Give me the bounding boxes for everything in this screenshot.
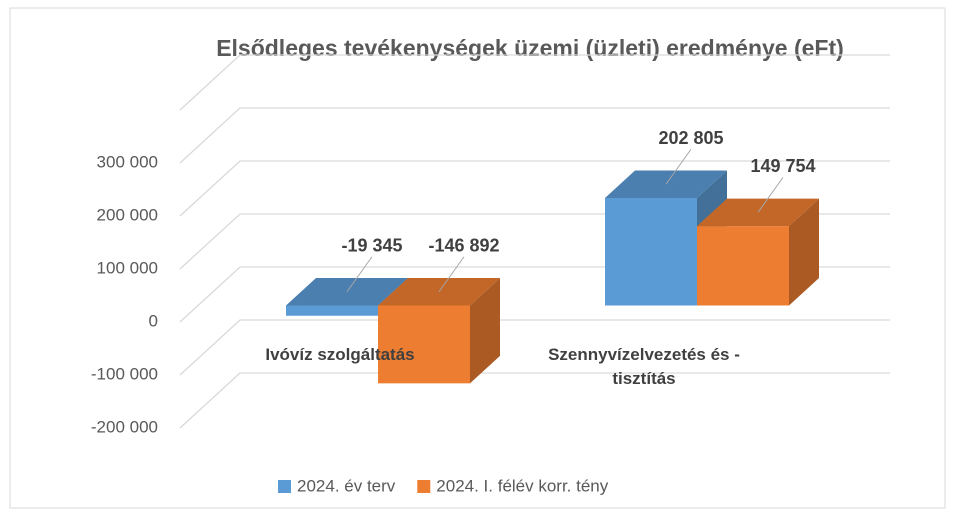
bar-side <box>789 198 819 306</box>
leader-line <box>665 148 692 185</box>
category-label: Szennyvízelvezetés és -tisztítás <box>548 345 740 388</box>
y-tick-label: 200 000 <box>97 205 158 224</box>
grid-line <box>179 372 890 429</box>
bar-side <box>470 278 500 384</box>
legend-label: 2024. I. félév korr. tény <box>436 476 608 495</box>
bar <box>605 198 697 306</box>
bar <box>286 305 378 316</box>
leader-line <box>438 256 465 293</box>
legend-swatch <box>417 480 431 493</box>
leader-line <box>346 256 373 293</box>
chart-border <box>9 7 946 509</box>
category-label: Ivóvíz szolgáltatás <box>265 345 415 364</box>
bar <box>697 226 789 306</box>
grid-line <box>179 319 890 376</box>
legend-swatch <box>278 480 291 493</box>
data-label: 202 805 <box>658 128 723 148</box>
grid-line <box>179 54 890 111</box>
grid-line <box>179 107 890 164</box>
chart-title: Elsődleges tevékenységek üzemi (üzleti) … <box>216 35 844 61</box>
leader-line <box>757 177 784 213</box>
data-label: -19 345 <box>341 236 402 256</box>
y-tick-label: 100 000 <box>97 258 158 277</box>
data-label: 149 754 <box>750 156 815 176</box>
y-tick-label: -200 000 <box>91 417 158 436</box>
y-tick-label: 300 000 <box>97 152 158 171</box>
y-tick-label: -100 000 <box>91 364 158 383</box>
y-tick-label: 0 <box>149 311 158 330</box>
legend-label: 2024. év terv <box>297 476 396 495</box>
data-label: -146 892 <box>428 236 499 256</box>
bar <box>378 305 470 384</box>
grid-line <box>179 160 890 217</box>
